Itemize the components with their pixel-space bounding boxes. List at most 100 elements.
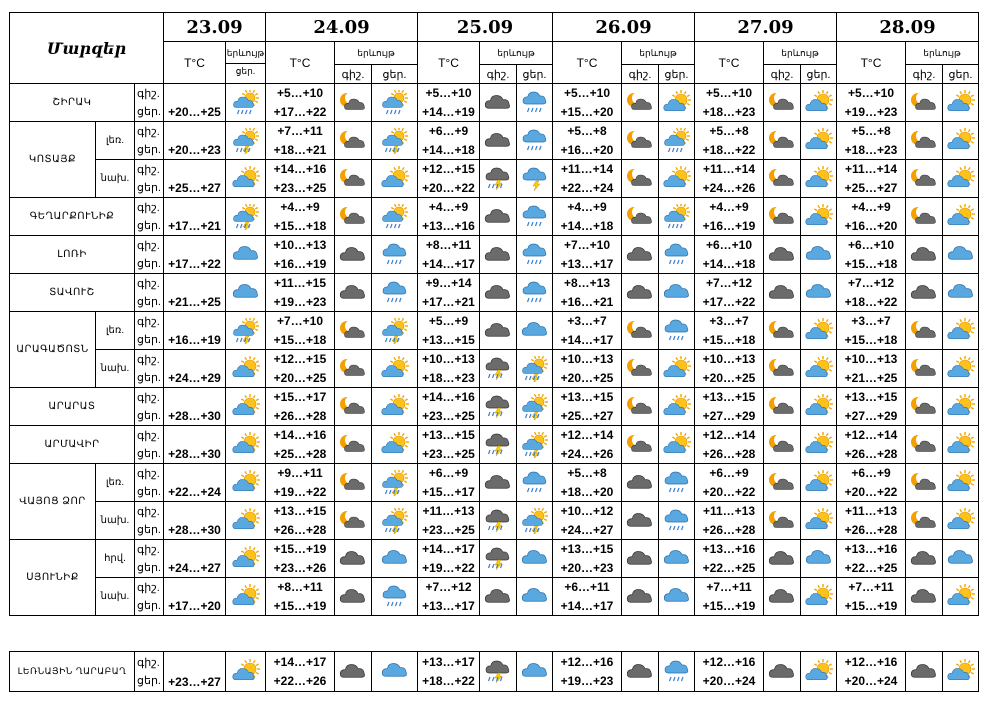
day-weather-cell bbox=[516, 387, 553, 426]
night-day-labels: գիշ. ցեր. bbox=[134, 159, 164, 198]
moon-cloud-icon bbox=[340, 509, 365, 528]
day-header: ցեր. bbox=[800, 64, 837, 84]
night-weather-cell bbox=[621, 463, 659, 502]
day-weather-cell bbox=[658, 311, 695, 350]
temp-range-cell: +12…+14 +24…+26 bbox=[552, 425, 622, 464]
sun-cloud-icon bbox=[946, 431, 975, 453]
dark-cloud-icon bbox=[910, 284, 936, 299]
sun-cloud-icon bbox=[662, 393, 691, 415]
day-weather-cell bbox=[516, 349, 553, 388]
temp-value: +25…+27 bbox=[163, 159, 226, 198]
dark-cloud-icon bbox=[626, 512, 652, 527]
night-weather-cell bbox=[763, 387, 801, 426]
moon-cloud-icon bbox=[340, 433, 365, 452]
day-weather-cell bbox=[371, 425, 418, 464]
blue-cloud-icon bbox=[947, 283, 973, 298]
temp-range-cell: +11…+15 +19…+23 bbox=[265, 273, 335, 312]
night-weather-cell bbox=[621, 425, 659, 464]
night-weather-cell bbox=[763, 197, 801, 236]
temp-range-cell: +11…+14 +25…+27 bbox=[836, 159, 906, 198]
temp-range-cell: +6…+9 +14…+18 bbox=[417, 121, 480, 160]
day-weather-cell bbox=[800, 387, 837, 426]
cloud-rain-icon bbox=[522, 281, 546, 302]
temp-range-cell: +5…+8 +18…+20 bbox=[552, 463, 622, 502]
temp-range-cell: +10…+13 +20…+25 bbox=[552, 349, 622, 388]
sun-cloud-icon bbox=[804, 583, 833, 605]
region-name: ԱՐԱՐԱՏ bbox=[9, 387, 135, 426]
region-name: ՇԻՐԱԿ bbox=[9, 83, 135, 122]
night-weather-cell bbox=[479, 577, 517, 616]
sun-cloud-icon bbox=[231, 658, 260, 680]
cloud-rain-icon bbox=[382, 281, 406, 302]
sun-cloud-rain-icon bbox=[232, 89, 259, 114]
temp-range-cell: +4…+9 +16…+19 bbox=[694, 197, 764, 236]
night-weather-cell bbox=[479, 159, 517, 198]
subregion-name: նախ. bbox=[95, 577, 135, 616]
blue-cloud-icon bbox=[805, 549, 831, 564]
sun-cloud-icon bbox=[380, 165, 409, 187]
day-weather-cell bbox=[942, 387, 979, 426]
blue-cloud-icon bbox=[521, 549, 547, 564]
day-weather-cell bbox=[800, 235, 837, 274]
night-weather-cell bbox=[905, 349, 943, 388]
sun-cloud-icon bbox=[662, 355, 691, 377]
temp-value: +28…+30 bbox=[163, 387, 226, 426]
temp-range-cell: +12…+16 +20…+24 bbox=[836, 651, 906, 692]
night-weather-cell bbox=[763, 349, 801, 388]
night-day-labels: գիշ. ցեր. bbox=[134, 121, 164, 160]
cloud-rain-icon bbox=[522, 471, 546, 492]
day-weather-cell bbox=[371, 311, 418, 350]
temp-range-cell: +13…+15 +26…+28 bbox=[265, 501, 335, 540]
day-weather-cell bbox=[800, 501, 837, 540]
day-weather-cell bbox=[658, 425, 695, 464]
sun-cloud-icon bbox=[946, 583, 975, 605]
temp-value: +17…+22 bbox=[163, 235, 226, 274]
table-row: ՍՅՈՒՆԻՔ հրվ. գիշ. ցեր. +24…+27 +15…+19 +23…+2… bbox=[9, 539, 979, 616]
moon-cloud-icon bbox=[627, 91, 652, 110]
night-weather-cell bbox=[479, 651, 517, 692]
day-weather-cell bbox=[942, 463, 979, 502]
temp-range-cell: +13…+15 +27…+29 bbox=[836, 387, 906, 426]
dark-cloud-icon bbox=[339, 588, 365, 603]
sun-cloud-storm-icon bbox=[521, 355, 548, 382]
blue-cloud-icon bbox=[663, 587, 689, 602]
blue-cloud-icon bbox=[805, 283, 831, 298]
night-weather-cell bbox=[479, 197, 517, 236]
region-name: ԱՐՄԱՎԻՐ bbox=[9, 425, 135, 464]
dark-cloud-icon bbox=[484, 474, 510, 489]
sun-cloud-icon bbox=[946, 393, 975, 415]
temp-range-cell: +11…+13 +26…+28 bbox=[836, 501, 906, 540]
day-weather-cell bbox=[800, 349, 837, 388]
region-name: ԼՈՌԻ bbox=[9, 235, 135, 274]
night-weather-cell bbox=[621, 197, 659, 236]
subregion-name: նախ. bbox=[95, 159, 135, 198]
weather-cell bbox=[225, 311, 266, 350]
day-weather-cell bbox=[800, 159, 837, 198]
temp-range-cell: +9…+14 +17…+21 bbox=[417, 273, 480, 312]
temp-value: +16…+19 bbox=[163, 311, 226, 350]
sun-cloud-icon bbox=[804, 431, 833, 453]
cloud-rain-icon bbox=[664, 509, 688, 530]
night-weather-cell bbox=[479, 463, 517, 502]
sun-cloud-rain-icon bbox=[381, 89, 408, 114]
dark-cloud-icon bbox=[626, 550, 652, 565]
subregion-name: նախ. bbox=[95, 501, 135, 540]
events-header: երևույթ bbox=[621, 41, 695, 65]
sun-cloud-storm-icon bbox=[232, 203, 259, 230]
blue-cloud-icon bbox=[232, 245, 258, 260]
night-weather-cell bbox=[479, 539, 517, 578]
table-row: նախ. գիշ. ցեր. +28…+30 +13…+15 +26…+28 +11…+… bbox=[10, 501, 979, 540]
storm-cloud-icon bbox=[485, 395, 510, 418]
temp-range-cell: +14…+16 +23…+25 bbox=[417, 387, 480, 426]
night-weather-cell bbox=[621, 121, 659, 160]
date-header: 27.09 bbox=[694, 12, 837, 42]
dark-cloud-icon bbox=[339, 663, 365, 678]
temp-value: +17…+21 bbox=[163, 197, 226, 236]
night-weather-cell bbox=[763, 235, 801, 274]
night-day-labels: գիշ. ցեր. bbox=[134, 349, 164, 388]
dark-cloud-icon bbox=[910, 588, 936, 603]
day-weather-cell bbox=[371, 273, 418, 312]
day-header: ցեր. bbox=[516, 64, 553, 84]
temp-header: T°C bbox=[417, 41, 480, 84]
subregion-name: լեռ. bbox=[95, 463, 135, 502]
